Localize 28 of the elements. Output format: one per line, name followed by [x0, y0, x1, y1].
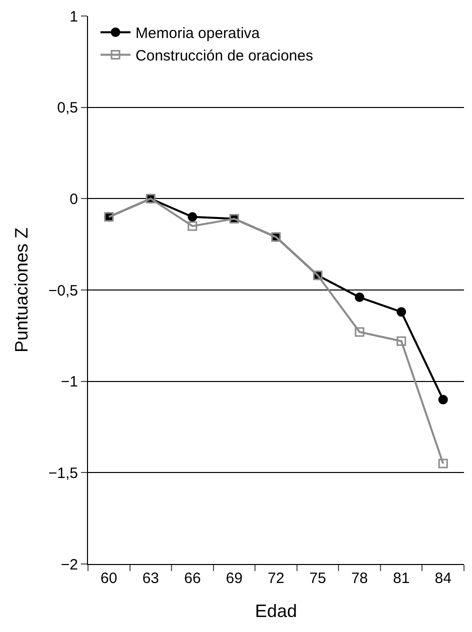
- y-tick-label: 0: [70, 190, 78, 208]
- x-tick-label: 66: [184, 570, 201, 587]
- x-tick-label: 84: [434, 570, 452, 587]
- y-tick-label: 0,5: [57, 100, 78, 117]
- point: [188, 212, 198, 222]
- legend-label: Memoria operativa: [136, 25, 260, 42]
- point: [188, 221, 198, 231]
- y-axis-title: Puntuaciones Z: [12, 227, 32, 353]
- x-tick-label: 69: [226, 570, 243, 587]
- point: [396, 336, 406, 346]
- x-tick-label: 75: [309, 570, 326, 587]
- point: [438, 458, 448, 468]
- x-tick-label: 81: [392, 570, 410, 587]
- x-tick-label: 72: [268, 570, 284, 587]
- x-tick-label: 63: [142, 570, 160, 587]
- point: [354, 292, 364, 302]
- legend-label: Construcción de oraciones: [136, 48, 314, 65]
- x-axis-title: Edad: [254, 601, 298, 622]
- y-tick-label: 1: [70, 8, 78, 26]
- y-tick-label: −1,5: [48, 464, 78, 482]
- y-tick-label: −2: [60, 556, 78, 574]
- x-tick-label: 78: [351, 570, 368, 587]
- y-tick-label: −0,5: [48, 282, 78, 300]
- point: [354, 327, 364, 337]
- x-tick-label: 60: [100, 570, 118, 587]
- point: [396, 307, 406, 317]
- point: [438, 394, 448, 404]
- y-tick-label: −1: [60, 374, 78, 391]
